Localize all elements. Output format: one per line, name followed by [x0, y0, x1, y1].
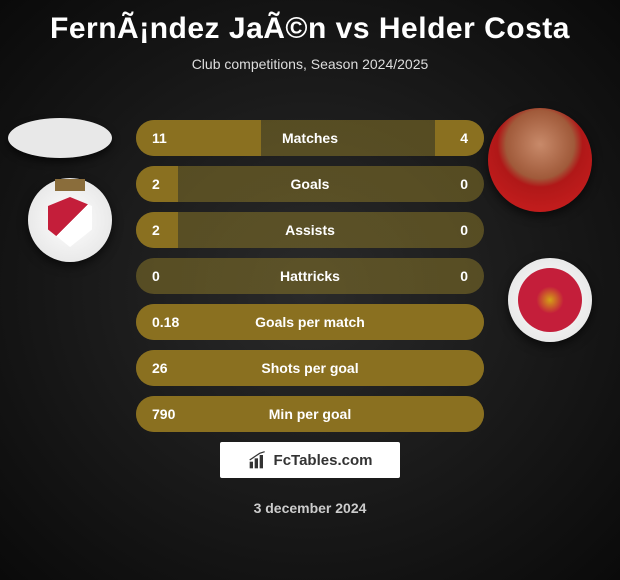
stat-left-value: 11: [152, 130, 167, 146]
page-title: FernÃ¡ndez JaÃ©n vs Helder Costa: [0, 0, 620, 46]
fctables-logo[interactable]: FcTables.com: [220, 442, 400, 478]
logo-text: FcTables.com: [274, 452, 373, 469]
stat-right-value: 0: [460, 268, 468, 284]
stat-label: Min per goal: [136, 406, 484, 422]
stat-row-shots-per-goal: 26Shots per goal: [136, 350, 484, 386]
left-player-avatar: [8, 118, 112, 158]
page-subtitle: Club competitions, Season 2024/2025: [0, 56, 620, 72]
stat-label: Goals per match: [136, 314, 484, 330]
stat-row-min-per-goal: 790Min per goal: [136, 396, 484, 432]
stat-right-value: 0: [460, 176, 468, 192]
stat-left-value: 0: [152, 268, 160, 284]
stat-row-hattricks: 0Hattricks0: [136, 258, 484, 294]
stat-row-goals-per-match: 0.18Goals per match: [136, 304, 484, 340]
chart-icon: [248, 450, 268, 470]
stat-left-value: 2: [152, 176, 160, 192]
left-club-badge: [28, 178, 112, 262]
stat-right-value: 4: [460, 130, 468, 146]
stat-row-assists: 2Assists0: [136, 212, 484, 248]
stat-row-matches: 11Matches4: [136, 120, 484, 156]
stat-label: Hattricks: [136, 268, 484, 284]
date-text: 3 december 2024: [0, 500, 620, 516]
stat-left-value: 2: [152, 222, 160, 238]
right-player-avatar: [488, 108, 592, 212]
stat-label: Assists: [136, 222, 484, 238]
stat-right-value: 0: [460, 222, 468, 238]
right-club-badge: [508, 258, 592, 342]
stat-label: Goals: [136, 176, 484, 192]
stats-container: 11Matches42Goals02Assists00Hattricks00.1…: [136, 120, 484, 442]
stat-row-goals: 2Goals0: [136, 166, 484, 202]
stat-label: Shots per goal: [136, 360, 484, 376]
